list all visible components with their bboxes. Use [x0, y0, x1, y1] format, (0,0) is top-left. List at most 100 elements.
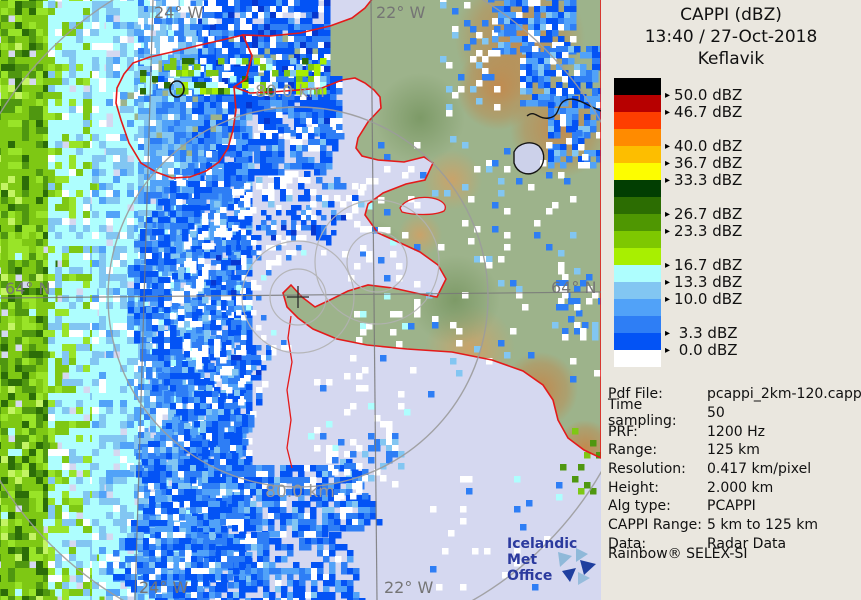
product-title: CAPPI (dBZ)	[680, 5, 782, 25]
legend-tick-arrow-icon: ▸	[665, 106, 671, 118]
radar-site-marker	[287, 286, 309, 308]
legend-entry: ▸ 3.3 dBZ	[665, 324, 738, 342]
metadata-label: Resolution:	[608, 461, 686, 478]
imo-logo-text: Icelandic Met Office	[507, 536, 578, 584]
legend-entry: ▸ 26.7 dBZ	[665, 205, 742, 223]
legend-color-swatch	[614, 197, 661, 214]
metadata-value: 5 km to 125 km	[707, 517, 818, 534]
metadata-value: 50	[707, 405, 725, 422]
legend-color-swatch	[614, 129, 661, 146]
legend-color-swatch	[614, 299, 661, 316]
legend-tick-arrow-icon: ▸	[665, 174, 671, 186]
legend-entry-label: 3.3 dBZ	[674, 324, 738, 342]
graticule-label: 24° W	[139, 578, 188, 597]
legend-color-swatch	[614, 248, 661, 265]
legend-tick-arrow-icon: ▸	[665, 157, 671, 169]
software-credit: Rainbow® SELEX-SI	[608, 546, 748, 562]
metadata-label: PRF:	[608, 423, 638, 440]
metadata-label: Pdf File:	[608, 386, 663, 403]
info-panel: CAPPI (dBZ) 13:40 / 27-Oct-2018 Keflavik…	[601, 0, 861, 600]
metadata-row: Data: Radar Data	[608, 535, 858, 554]
legend-entry-label: 0.0 dBZ	[674, 341, 738, 359]
imo-logo: Icelandic Met Office	[505, 534, 600, 586]
metadata-row: Pdf File: pcappi_2km-120.cappi	[608, 385, 861, 404]
metadata-label: Time sampling:	[608, 397, 677, 430]
legend-color-swatch	[614, 180, 661, 197]
legend-entry: ▸ 10.0 dBZ	[665, 290, 742, 308]
coastline	[115, 0, 601, 469]
legend-entry: ▸ 16.7 dBZ	[665, 256, 742, 274]
legend-tick-arrow-icon: ▸	[665, 344, 671, 356]
legend-color-swatch	[614, 163, 661, 180]
legend-tick-arrow-icon: ▸	[665, 140, 671, 152]
metadata-value: 0.417 km/pixel	[707, 461, 812, 478]
legend-entry-label: 50.0 dBZ	[674, 86, 743, 104]
graticule-label: 24° W	[154, 3, 203, 22]
metadata-row: Resolution: 0.417 km/pixel	[608, 460, 858, 479]
graticule-label: 22° W	[376, 3, 425, 22]
legend-entry-label: 13.3 dBZ	[674, 273, 743, 291]
graticule-label: 64° N	[5, 279, 50, 298]
metadata-value: pcappi_2km-120.cappi	[707, 386, 861, 403]
metadata-value: 2.000 km	[707, 479, 774, 496]
boundary-lines	[169, 80, 601, 175]
imo-logo-pinwheel	[558, 548, 596, 585]
graticule-label: 22° W	[384, 578, 433, 597]
metadata-value: 125 km	[707, 442, 760, 459]
metadata-label: CAPPI Range:	[608, 517, 702, 534]
range-ring-label: 80.0 km	[265, 482, 335, 502]
range-rings	[0, 0, 601, 600]
legend-color-swatch	[614, 112, 661, 129]
metadata-value: 1200 Hz	[707, 423, 765, 440]
legend-entry-label: 16.7 dBZ	[674, 256, 743, 274]
legend-tick-arrow-icon: ▸	[665, 225, 671, 237]
metadata-label: Height:	[608, 479, 659, 496]
legend-entry: ▸ 23.3 dBZ	[665, 222, 742, 240]
legend-entry-label: 40.0 dBZ	[674, 137, 743, 155]
legend-entry-label: 26.7 dBZ	[674, 205, 743, 223]
range-ring-label: 80.0 km	[255, 82, 325, 102]
legend-color-swatch	[614, 95, 661, 112]
legend-entry-label: 10.0 dBZ	[674, 290, 743, 308]
legend-color-swatch	[614, 282, 661, 299]
radar-map-canvas: 24° W 22° W 64° N 64° N 24° W 22° W 80.0 km 80.…	[0, 0, 601, 600]
metadata-row: PRF: 1200 Hz	[608, 422, 858, 441]
metadata-row: Time sampling: 50	[608, 397, 858, 429]
radar-echo-layer	[0, 0, 601, 600]
product-header: CAPPI (dBZ) 13:40 / 27-Oct-2018 Keflavik	[601, 4, 861, 70]
legend-tick-arrow-icon: ▸	[665, 293, 671, 305]
legend-entry: ▸ 46.7 dBZ	[665, 103, 742, 121]
legend-color-swatch	[614, 231, 661, 248]
legend-entry: ▸ 0.0 dBZ	[665, 341, 738, 359]
legend-tick-arrow-icon: ▸	[665, 259, 671, 271]
legend-entry: ▸ 50.0 dBZ	[665, 86, 742, 104]
legend-entry: ▸ 13.3 dBZ	[665, 273, 742, 291]
legend-color-swatch	[614, 146, 661, 163]
product-datetime: 13:40 / 27-Oct-2018	[644, 27, 818, 47]
legend-color-swatch	[614, 78, 661, 95]
legend-tick-arrow-icon: ▸	[665, 327, 671, 339]
metadata-label: Data:	[608, 535, 647, 552]
legend-tick-arrow-icon: ▸	[665, 89, 671, 101]
lake-black-outline	[514, 142, 544, 174]
metadata-label: Alg type:	[608, 498, 671, 515]
legend-color-swatch	[614, 333, 661, 350]
metadata-row: Range: 125 km	[608, 441, 858, 460]
metadata-value: Radar Data	[707, 535, 787, 552]
legend-entry-label: 46.7 dBZ	[674, 103, 743, 121]
legend-entry-label: 33.3 dBZ	[674, 171, 743, 189]
legend-tick-arrow-icon: ▸	[665, 276, 671, 288]
graticule-label: 64° N	[551, 278, 596, 297]
metadata-value: PCAPPI	[707, 498, 756, 515]
legend-entry: ▸ 33.3 dBZ	[665, 171, 742, 189]
graticule	[0, 0, 601, 600]
legend-tick-arrow-icon: ▸	[665, 208, 671, 220]
product-station: Keflavik	[697, 49, 765, 69]
metadata-row: Height: 2.000 km	[608, 478, 858, 497]
legend-color-swatch	[614, 316, 661, 333]
legend-entry: ▸ 40.0 dBZ	[665, 137, 742, 155]
legend-entry-label: 36.7 dBZ	[674, 154, 743, 172]
metadata-row: Alg type: PCAPPI	[608, 497, 858, 516]
legend-entry: ▸ 36.7 dBZ	[665, 154, 742, 172]
